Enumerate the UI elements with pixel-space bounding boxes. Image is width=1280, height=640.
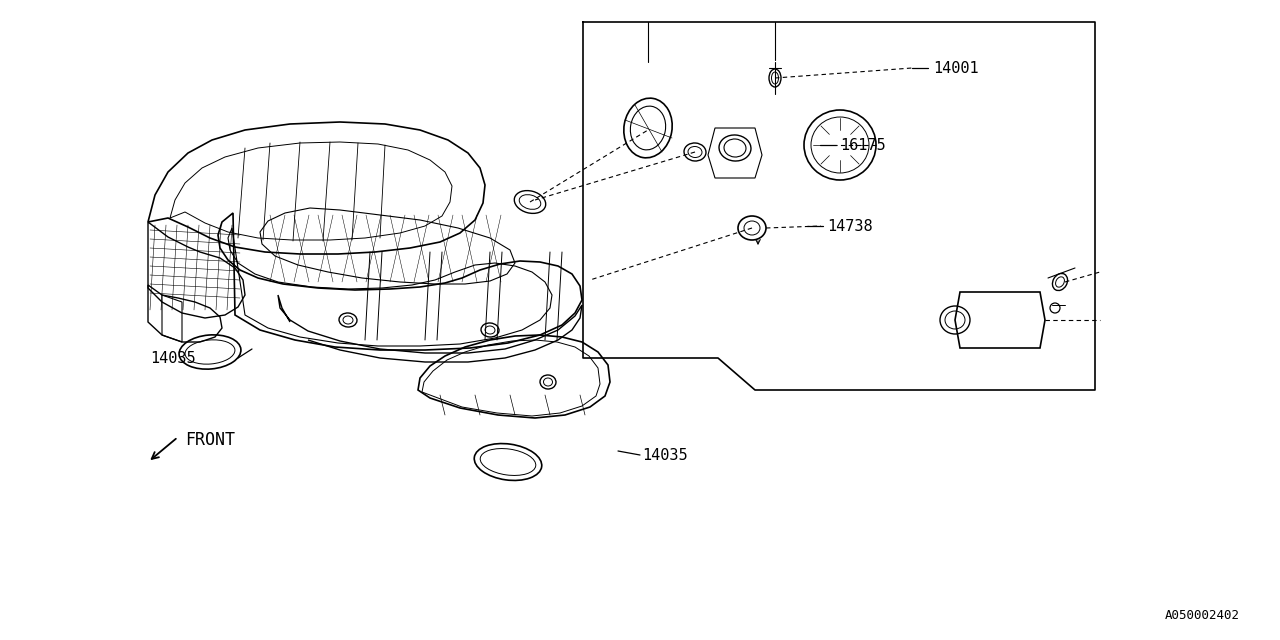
Text: FRONT: FRONT xyxy=(186,431,236,449)
Text: 14035: 14035 xyxy=(643,447,687,463)
Text: 14035: 14035 xyxy=(150,351,196,365)
Text: A050002402: A050002402 xyxy=(1165,609,1240,622)
Text: 14001: 14001 xyxy=(933,61,979,76)
Text: 14738: 14738 xyxy=(827,218,873,234)
Text: 16175: 16175 xyxy=(840,138,886,152)
